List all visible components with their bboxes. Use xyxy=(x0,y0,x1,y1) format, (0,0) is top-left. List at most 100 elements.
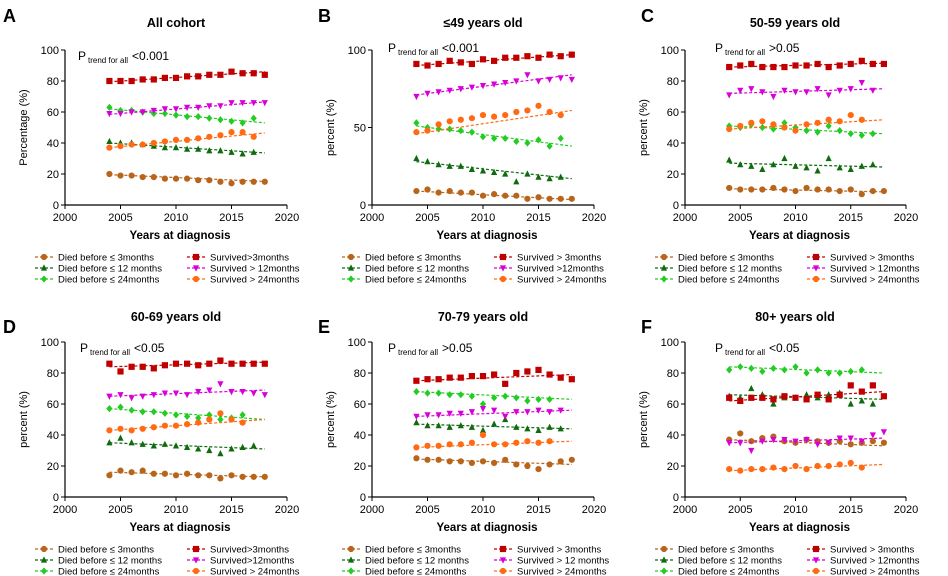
legend-marker xyxy=(347,545,355,553)
data-point xyxy=(217,178,224,185)
data-point xyxy=(195,389,202,396)
data-point xyxy=(195,104,202,111)
data-point xyxy=(250,473,257,480)
legend-label: Died before ≤ 3months xyxy=(365,545,461,556)
x-tick-label: 2010 xyxy=(471,212,495,224)
data-point xyxy=(535,395,542,403)
legend-item: Died before ≤ 12 months xyxy=(342,264,469,275)
panel-letter: D xyxy=(3,317,16,337)
data-point xyxy=(206,103,213,110)
data-point xyxy=(117,368,124,375)
data-point xyxy=(239,150,246,157)
y-tick-label: 40 xyxy=(47,138,59,150)
data-point xyxy=(491,459,498,466)
series-died3 xyxy=(413,186,575,202)
data-point xyxy=(468,128,475,136)
data-point xyxy=(836,87,843,94)
data-point xyxy=(239,178,246,185)
x-tick-label: 2020 xyxy=(894,212,918,224)
data-point xyxy=(117,403,124,411)
legend-item: Survived > 12months xyxy=(187,264,300,275)
data-point xyxy=(228,416,235,423)
legend-marker xyxy=(660,253,668,261)
data-point xyxy=(468,84,475,91)
data-point xyxy=(206,177,213,184)
data-point xyxy=(836,461,843,468)
data-point xyxy=(250,178,257,185)
data-point xyxy=(858,397,865,404)
x-tick-label: 2020 xyxy=(275,504,299,516)
data-point xyxy=(726,466,733,473)
data-point xyxy=(825,122,832,130)
data-point xyxy=(759,123,766,132)
data-point xyxy=(792,394,799,401)
y-axis-label: percent (%) xyxy=(325,391,337,448)
data-point xyxy=(858,131,865,139)
legend-item: Survived > 24months xyxy=(494,567,607,576)
data-point xyxy=(261,473,268,480)
data-point xyxy=(150,424,157,431)
data-point xyxy=(468,423,475,430)
data-point xyxy=(184,113,191,121)
x-tick-label: 2005 xyxy=(415,504,439,516)
legend-marker xyxy=(812,545,820,553)
data-point xyxy=(726,184,733,192)
x-tick-label: 2015 xyxy=(219,212,243,224)
data-point xyxy=(413,119,420,127)
y-tick-label: 100 xyxy=(661,45,679,57)
data-point xyxy=(825,116,832,123)
y-tick-label: 100 xyxy=(41,337,59,349)
data-point xyxy=(261,71,268,78)
data-point xyxy=(847,400,854,407)
data-point xyxy=(491,394,498,402)
data-point xyxy=(546,371,553,378)
legend-label: Survived > 3months xyxy=(830,253,914,264)
data-point xyxy=(184,175,191,182)
series-died24 xyxy=(106,403,265,424)
panel-title: ≤49 years old xyxy=(443,16,522,30)
data-point xyxy=(150,107,157,115)
data-point xyxy=(792,162,799,169)
data-point xyxy=(239,70,246,77)
panel-letter: E xyxy=(318,317,330,337)
data-point xyxy=(524,425,531,432)
data-point xyxy=(557,75,564,82)
data-point xyxy=(491,441,498,448)
panel-title: 60-69 years old xyxy=(131,310,221,324)
data-point xyxy=(524,195,531,202)
data-point xyxy=(117,77,124,85)
data-point xyxy=(557,458,564,465)
data-point xyxy=(491,191,498,198)
data-point xyxy=(479,373,487,380)
data-point xyxy=(106,472,113,479)
y-tick-label: 100 xyxy=(661,337,679,349)
data-point xyxy=(759,466,766,473)
data-point xyxy=(814,391,821,398)
data-point xyxy=(184,136,191,143)
data-point xyxy=(803,62,810,69)
data-point xyxy=(568,195,575,202)
data-point xyxy=(535,173,542,180)
data-point xyxy=(557,195,564,202)
series-surv12 xyxy=(726,429,887,455)
legend-item: Survived > 3months xyxy=(494,253,601,264)
data-point xyxy=(424,186,431,193)
data-point xyxy=(195,73,202,80)
legend-marker xyxy=(660,556,668,563)
data-point xyxy=(468,115,475,122)
data-point xyxy=(457,441,464,448)
data-point xyxy=(413,93,420,101)
legend-marker xyxy=(499,545,507,553)
data-point xyxy=(217,381,224,388)
data-point xyxy=(479,400,487,408)
data-point xyxy=(825,369,832,377)
data-point xyxy=(206,114,213,122)
data-point xyxy=(792,62,799,69)
panel-letter: F xyxy=(641,317,652,337)
data-point xyxy=(479,133,487,141)
legend-marker xyxy=(40,253,48,261)
data-point xyxy=(413,388,420,396)
data-point xyxy=(413,154,420,162)
legend-label: Died before ≤ 3months xyxy=(58,253,154,264)
